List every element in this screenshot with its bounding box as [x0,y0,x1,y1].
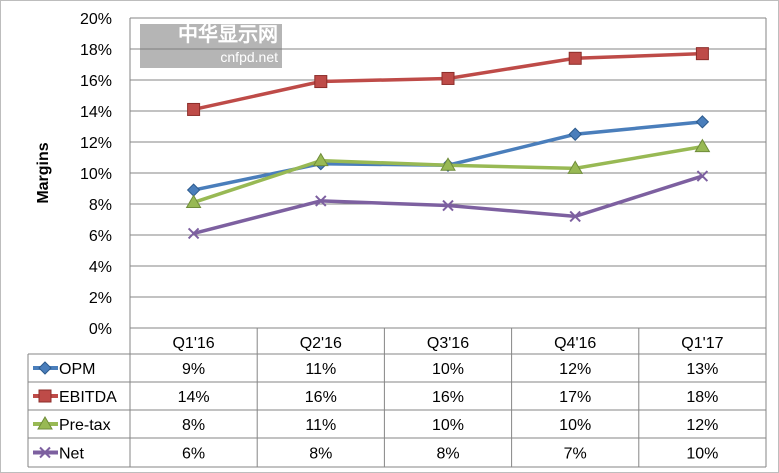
data-label-net: 6% [182,446,205,463]
data-label-net: 7% [564,446,587,463]
y-tick-label: 10% [80,166,112,183]
legend-label-pretax: Pre-tax [59,417,111,434]
data-point-pretax [185,194,202,208]
legend-label-net: Net [59,446,84,463]
watermark-url: cnfpd.net [220,49,278,65]
data-point-pretax [567,160,584,174]
data-label-net: 8% [309,446,332,463]
data-point-net [187,227,200,240]
data-label-opm: 9% [182,361,205,378]
y-tick-label: 12% [80,135,112,152]
data-point-pretax [312,152,329,167]
data-label-ebitda: 14% [178,389,210,406]
legend-marker-pretax [37,416,53,430]
x-category-label: Q1'17 [681,335,723,352]
y-tick-label: 14% [80,104,112,121]
data-label-ebitda: 16% [305,389,337,406]
legend-marker-net [39,446,51,459]
x-category-label: Q3'16 [427,335,469,352]
x-category-label: Q4'16 [554,335,596,352]
y-tick-label: 20% [80,11,112,28]
data-point-ebitda [568,51,582,65]
y-tick-label: 4% [89,259,112,276]
legend-marker-ebitda [38,389,52,403]
data-label-pretax: 10% [432,417,464,434]
data-label-net: 8% [436,446,459,463]
data-point-pretax [694,138,711,153]
y-tick-label: 8% [89,197,112,214]
data-point-opm [568,127,582,141]
data-label-net: 10% [686,446,718,463]
data-label-opm: 13% [686,361,718,378]
watermark-title: 中华显示网 [178,24,278,46]
y-tick-label: 2% [89,290,112,307]
data-point-ebitda [314,75,328,89]
data-point-opm [186,183,201,197]
y-tick-label: 0% [89,321,112,338]
data-label-opm: 10% [432,361,464,378]
legend-label-opm: OPM [59,361,95,378]
data-label-pretax: 12% [686,417,718,434]
data-label-opm: 11% [305,361,336,378]
y-tick-label: 6% [89,228,112,245]
legend-marker-opm [38,361,52,375]
data-label-pretax: 8% [182,417,205,434]
x-category-label: Q2'16 [300,335,342,352]
y-axis-label: Margins [35,142,52,203]
data-label-ebitda: 18% [686,389,718,406]
watermark: 中华显示网 cnfpd.net [140,24,282,68]
y-tick-label: 18% [80,42,112,59]
data-point-net [696,170,709,182]
x-category-label: Q1'16 [172,335,214,352]
legend-label-ebitda: EBITDA [59,389,117,406]
data-point-ebitda [187,102,201,116]
data-label-pretax: 11% [305,417,336,434]
data-label-opm: 12% [559,361,591,378]
data-point-opm [695,115,710,129]
data-point-pretax [440,157,456,171]
series-line-opm [193,120,703,192]
data-point-net [442,199,454,212]
data-point-net [569,210,581,223]
data-point-net [315,195,327,207]
data-label-pretax: 10% [559,417,591,434]
data-label-ebitda: 16% [432,389,464,406]
data-label-ebitda: 17% [559,389,591,406]
y-tick-label: 16% [80,73,112,90]
data-point-ebitda [441,71,455,85]
data-point-ebitda [695,47,709,61]
